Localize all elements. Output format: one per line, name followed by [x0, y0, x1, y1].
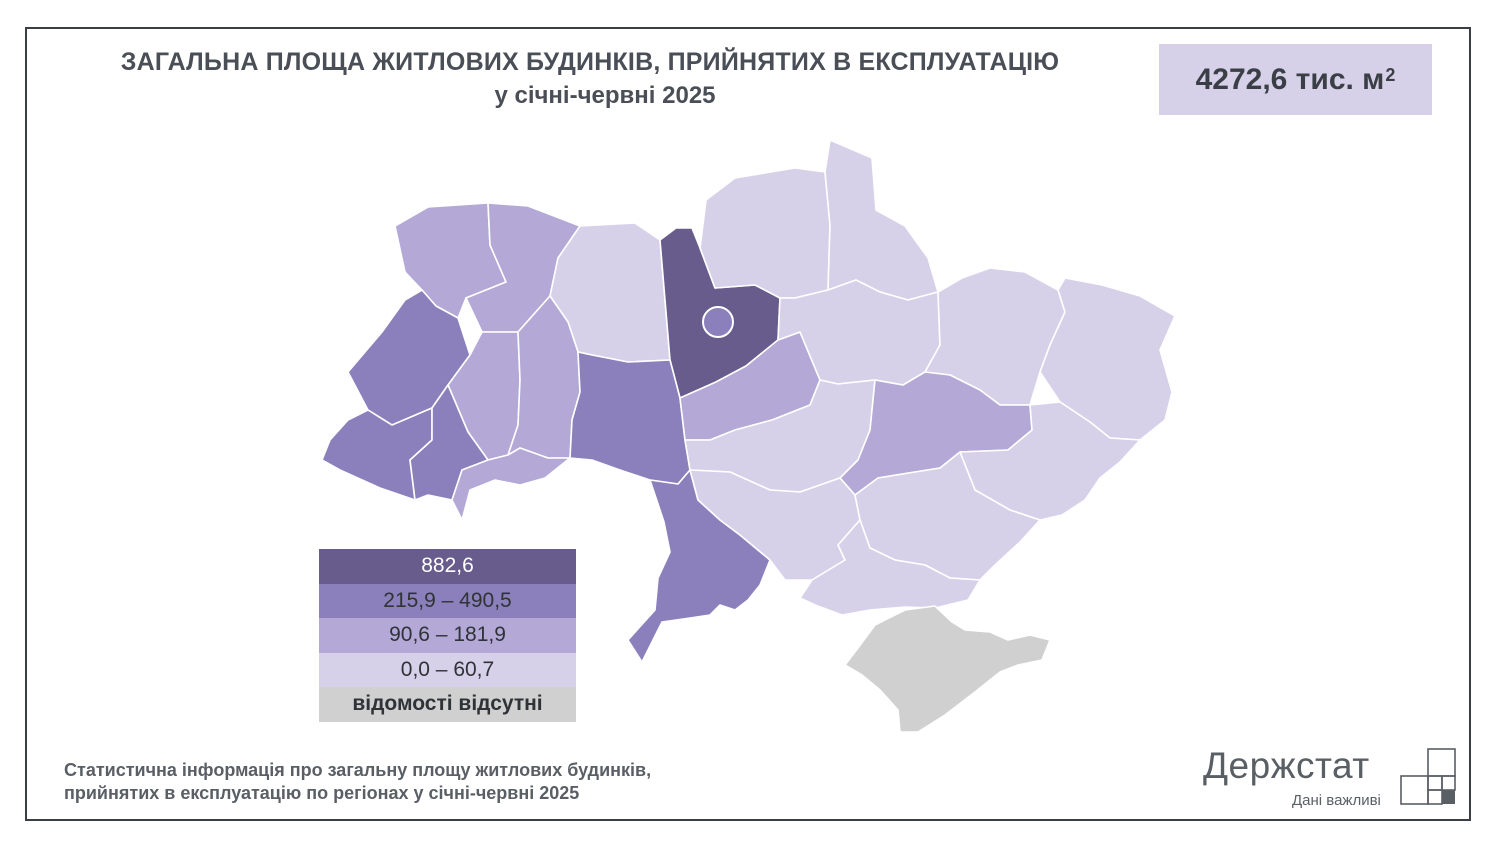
- derzhstat-logo-mark-icon: [1400, 748, 1456, 805]
- region-sumy: [824, 139, 939, 301]
- total-unit-superscript: 2: [1385, 65, 1396, 85]
- page-subtitle: у січні-червні 2025: [494, 82, 716, 109]
- region-chernihiv: [699, 167, 831, 299]
- region-chernivtsi: [451, 447, 571, 521]
- region-zakarpattia: [321, 407, 433, 501]
- derzhstat-logo-text: Держстат: [1203, 745, 1370, 786]
- footnote-line-2: прийнятих в експлуатацію по регіонах у с…: [64, 783, 580, 803]
- legend-item: 0,0 – 60,7: [319, 652, 576, 687]
- region-luhansk: [1039, 277, 1176, 441]
- page-title: ЗАГАЛЬНА ПЛОЩА ЖИТЛОВИХ БУДИНКІВ, ПРИЙНЯ…: [120, 48, 1060, 76]
- region-crimea: [844, 605, 1051, 733]
- legend-item: 215,9 – 490,5: [319, 583, 576, 618]
- footnote: Статистична інформація про загальну площ…: [64, 759, 651, 805]
- legend-item: 882,6: [319, 549, 576, 584]
- legend-item: відомості відсутні: [319, 687, 576, 722]
- map-legend: 882,6 215,9 – 490,5 90,6 – 181,9 0,0 – 60,7…: [319, 549, 576, 722]
- region-kyiv-city: [702, 306, 734, 338]
- region-vinnytsia: [569, 351, 691, 485]
- region-kherson: [799, 519, 981, 616]
- legend-item: 90,6 – 181,9: [319, 618, 576, 653]
- region-donetsk: [959, 401, 1141, 521]
- footnote-line-1: Статистична інформація про загальну площ…: [64, 760, 652, 780]
- logo-tagline: Дані важливі: [1292, 792, 1381, 809]
- total-value: 4272,6 тис. м: [1195, 62, 1385, 96]
